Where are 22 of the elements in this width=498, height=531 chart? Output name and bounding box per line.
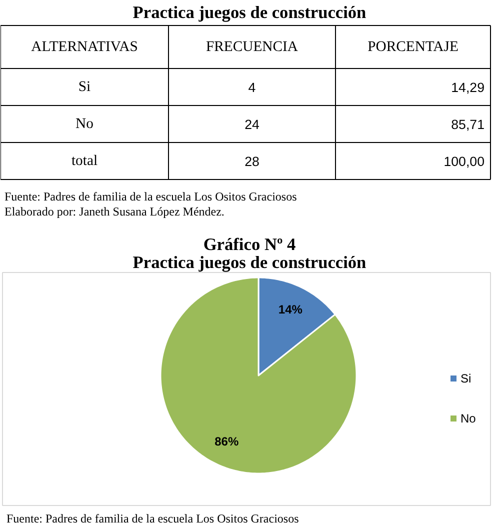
category-label: FRECUENCIA bbox=[206, 39, 298, 55]
text: 85,71 bbox=[451, 117, 485, 132]
data-label: 14% bbox=[278, 302, 303, 316]
category-label: PORCENTAJE bbox=[368, 39, 458, 55]
chart-title: Gráfico Nº 4 bbox=[203, 235, 296, 254]
chart-subtitle: Practica juegos de construcción bbox=[132, 253, 367, 272]
text: 28 bbox=[244, 154, 260, 169]
source-note: Fuente: Padres de familia de la escuela Los Ositos Graciosos bbox=[4, 190, 298, 204]
legend-label: Si bbox=[460, 372, 472, 386]
text: Si bbox=[78, 79, 91, 95]
source-note: Fuente: Padres de familia de la escuela Los Ositos Graciosos bbox=[6, 512, 300, 526]
text: Elaborado por: Janeth Susana López Méndez. bbox=[4, 204, 224, 218]
text: 14,29 bbox=[451, 80, 485, 95]
category-label: ALTERNATIVAS bbox=[31, 39, 138, 55]
text: 4 bbox=[248, 80, 256, 95]
data-label: 86% bbox=[214, 434, 239, 449]
text: No bbox=[76, 116, 94, 132]
text: 100,00 bbox=[444, 154, 484, 169]
legend-label: No bbox=[460, 412, 476, 426]
text: 24 bbox=[244, 117, 260, 132]
text: Practica juegos de construcción bbox=[132, 3, 367, 22]
text: total bbox=[71, 153, 98, 169]
